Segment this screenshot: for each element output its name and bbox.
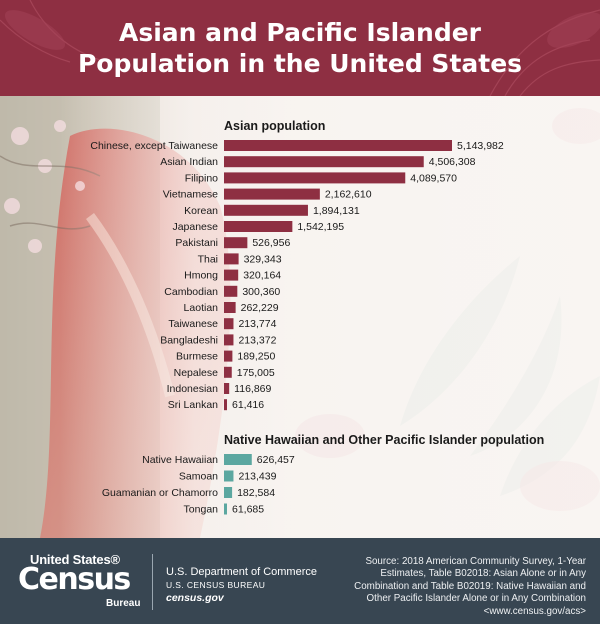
logo-census: Census xyxy=(18,562,131,597)
title-line-1: Asian and Pacific Islander xyxy=(119,18,481,47)
source-url[interactable]: <www.census.gov/acs> xyxy=(483,605,586,617)
bar xyxy=(224,156,424,168)
bar xyxy=(224,204,308,216)
category-label: Samoan xyxy=(179,471,218,483)
bar xyxy=(224,140,452,151)
asian-section-title: Asian population xyxy=(224,119,325,133)
category-label: Cambodian xyxy=(164,286,218,298)
category-label: Korean xyxy=(184,205,218,217)
source-line: Combination and Table B02019: Native Haw… xyxy=(354,580,586,592)
chart-area: Asian population Chinese, except Taiwanes… xyxy=(0,96,600,538)
logo-united-states: United States® xyxy=(30,552,120,567)
value-label: 4,089,570 xyxy=(410,172,457,184)
category-label: Sri Lankan xyxy=(168,399,218,411)
value-label: 2,162,610 xyxy=(325,189,372,201)
bar xyxy=(224,503,227,515)
category-label: Burmese xyxy=(176,351,218,363)
value-label: 213,439 xyxy=(238,471,276,483)
bar xyxy=(224,221,293,232)
source-note: Source: 2018 American Community Survey, … xyxy=(336,556,586,618)
value-label: 5,143,982 xyxy=(457,140,504,152)
value-label: 300,360 xyxy=(242,286,280,298)
value-label: 329,343 xyxy=(244,253,282,265)
value-label: 61,685 xyxy=(232,504,264,516)
value-label: 213,774 xyxy=(238,318,276,330)
bar xyxy=(224,302,236,313)
category-label: Bangladeshi xyxy=(160,334,218,346)
category-label: Taiwanese xyxy=(168,318,218,330)
value-label: 116,869 xyxy=(234,383,271,395)
category-label: Vietnamese xyxy=(163,189,218,201)
category-label: Japanese xyxy=(172,221,218,233)
logo-bureau: Bureau xyxy=(106,598,141,609)
category-label: Thai xyxy=(198,253,218,265)
category-label: Pakistani xyxy=(175,237,218,249)
category-label: Laotian xyxy=(184,302,219,314)
bureau-name: U.S. CENSUS BUREAU xyxy=(166,580,266,590)
value-label: 213,372 xyxy=(238,334,276,346)
bar-chart: Asian population Chinese, except Taiwanes… xyxy=(90,119,544,516)
value-label: 4,506,308 xyxy=(429,156,476,168)
source-line: Other Pacific Islander Alone or in Any C… xyxy=(366,593,586,605)
bar xyxy=(224,269,239,281)
category-label: Guamanian or Chamorro xyxy=(102,487,218,499)
bar xyxy=(224,188,320,200)
footer-divider xyxy=(152,554,153,610)
category-label: Native Hawaiian xyxy=(142,454,218,466)
category-label: Hmong xyxy=(184,270,218,282)
category-label: Indonesian xyxy=(167,383,219,395)
value-label: 320,164 xyxy=(243,270,281,282)
bar xyxy=(224,334,234,346)
bar xyxy=(224,399,227,411)
bar xyxy=(224,487,233,498)
bar xyxy=(224,366,232,378)
bar xyxy=(224,237,248,249)
category-label: Asian Indian xyxy=(160,156,218,168)
bar xyxy=(224,285,238,297)
census-logo: United States® Census Bureau xyxy=(18,552,148,612)
value-label: 61,416 xyxy=(232,399,264,411)
bar xyxy=(224,470,234,482)
header-banner: Asian and Pacific Islander Population in… xyxy=(0,0,600,96)
bar xyxy=(224,253,239,265)
dept-name: U.S. Department of Commerce xyxy=(166,566,317,578)
palm-leaf-decoration xyxy=(0,0,600,96)
bar xyxy=(224,454,252,465)
bar xyxy=(224,318,234,330)
title-line-2: Population in the United States xyxy=(77,49,523,78)
value-label: 626,457 xyxy=(257,454,295,466)
category-label: Tongan xyxy=(184,504,219,516)
bar xyxy=(224,383,230,394)
value-label: 526,956 xyxy=(252,237,290,249)
value-label: 189,250 xyxy=(237,351,275,363)
pacific-section-title: Native Hawaiian and Other Pacific Island… xyxy=(224,433,544,447)
category-label: Chinese, except Taiwanese xyxy=(90,140,218,152)
bar xyxy=(224,172,406,184)
value-label: 1,894,131 xyxy=(313,205,360,217)
department-info: U.S. Department of Commerce U.S. CENSUS … xyxy=(166,566,317,605)
category-label: Nepalese xyxy=(174,367,219,379)
category-label: Filipino xyxy=(185,172,218,184)
value-label: 175,005 xyxy=(237,367,275,379)
source-line: Estimates, Table B02018: Asian Alone or … xyxy=(380,568,586,580)
value-label: 182,584 xyxy=(237,487,275,499)
source-line: Source: 2018 American Community Survey, … xyxy=(365,556,586,567)
census-gov-link[interactable]: census.gov xyxy=(166,592,224,604)
value-label: 262,229 xyxy=(241,302,279,314)
chart-panel-veil xyxy=(60,96,600,538)
bar xyxy=(224,350,233,362)
value-label: 1,542,195 xyxy=(297,221,344,233)
footer: United States® Census Bureau U.S. Depart… xyxy=(0,538,600,624)
